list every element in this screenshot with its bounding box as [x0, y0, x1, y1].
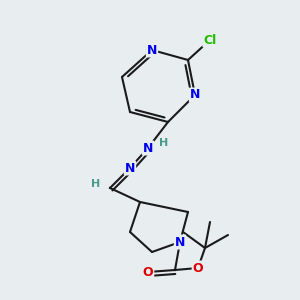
Text: O: O — [193, 262, 203, 275]
Text: N: N — [125, 161, 135, 175]
Text: H: H — [92, 179, 100, 189]
Text: N: N — [143, 142, 153, 154]
Text: Cl: Cl — [203, 34, 217, 46]
Text: N: N — [147, 44, 157, 56]
Text: H: H — [159, 138, 169, 148]
Text: N: N — [175, 236, 185, 248]
Text: N: N — [190, 88, 200, 101]
Text: O: O — [143, 266, 153, 278]
